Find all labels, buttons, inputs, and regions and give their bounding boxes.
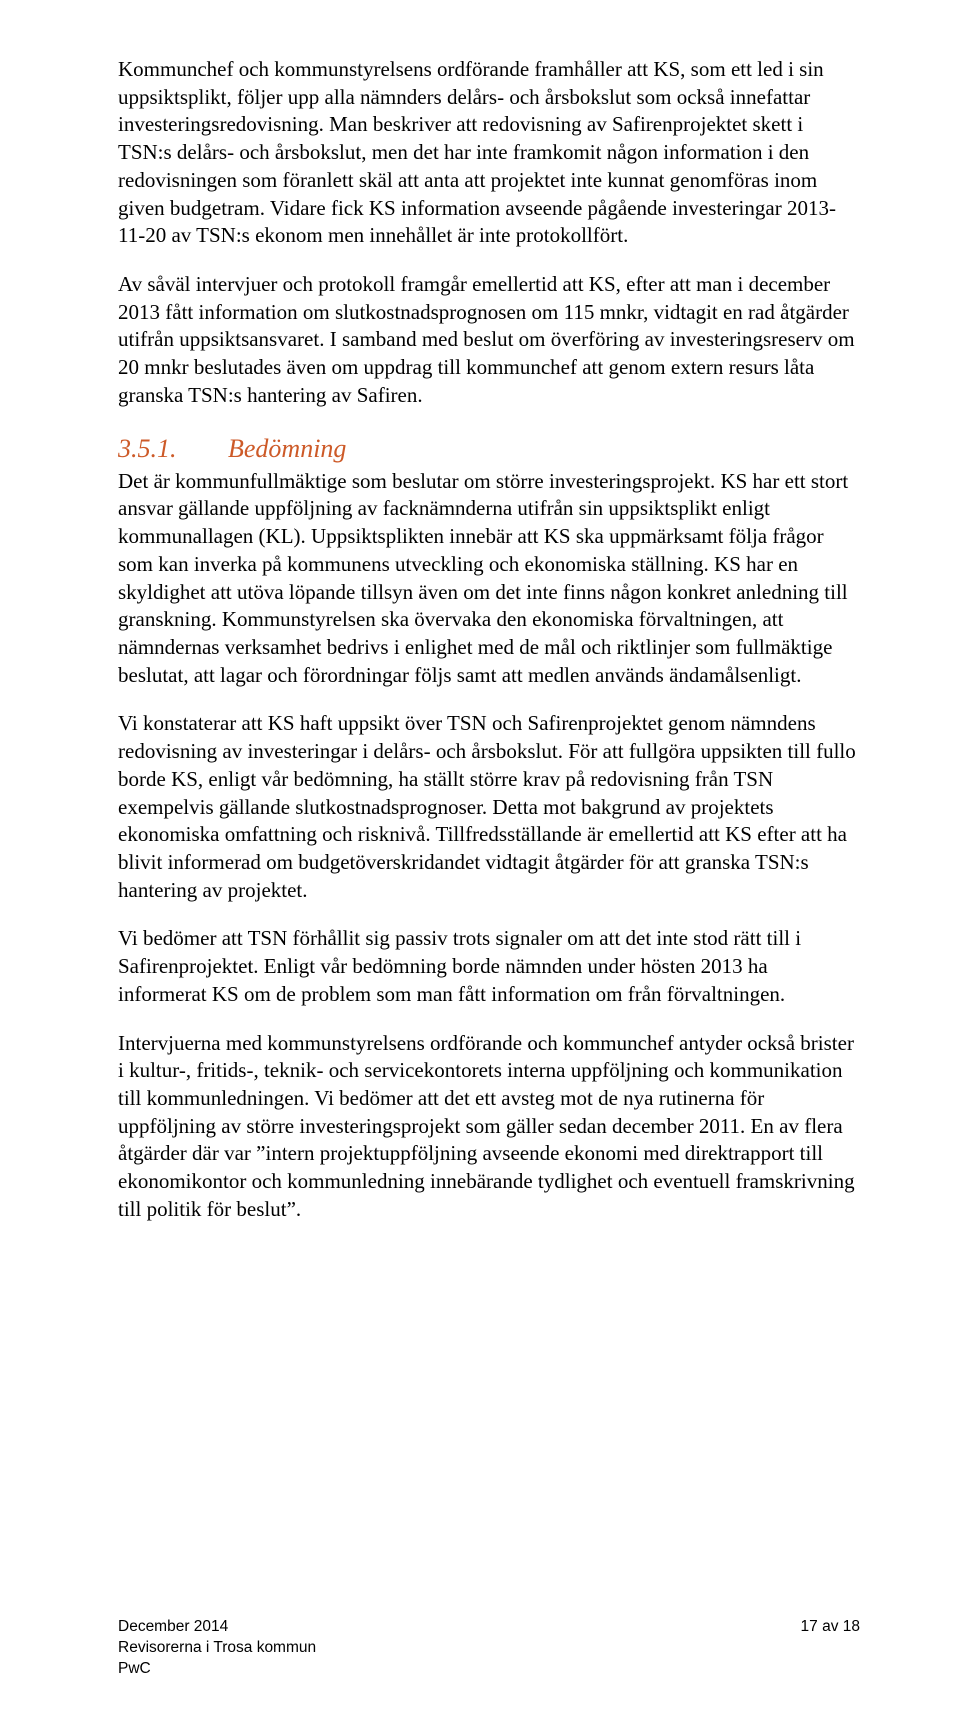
section-heading: 3.5.1.Bedömning (118, 434, 860, 464)
page-footer: December 2014 Revisorerna i Trosa kommun… (118, 1617, 860, 1680)
body-text-block: Kommunchef och kommunstyrelsens ordföran… (118, 56, 860, 1224)
footer-page-number: 17 av 18 (801, 1617, 860, 1638)
footer-company: PwC (118, 1659, 316, 1680)
paragraph: Av såväl intervjuer och protokoll framgå… (118, 271, 860, 410)
section-title: Bedömning (228, 434, 346, 463)
paragraph: Kommunchef och kommunstyrelsens ordföran… (118, 56, 860, 250)
section-number: 3.5.1. (118, 434, 228, 464)
paragraph: Det är kommunfullmäktige som beslutar om… (118, 468, 860, 690)
footer-date: December 2014 (118, 1617, 316, 1638)
paragraph: Vi bedömer att TSN förhållit sig passiv … (118, 925, 860, 1008)
paragraph: Intervjuerna med kommunstyrelsens ordför… (118, 1030, 860, 1224)
document-page: Kommunchef och kommunstyrelsens ordföran… (0, 0, 960, 1722)
footer-org: Revisorerna i Trosa kommun (118, 1638, 316, 1659)
footer-left: December 2014 Revisorerna i Trosa kommun… (118, 1617, 316, 1680)
paragraph: Vi konstaterar att KS haft uppsikt över … (118, 710, 860, 904)
